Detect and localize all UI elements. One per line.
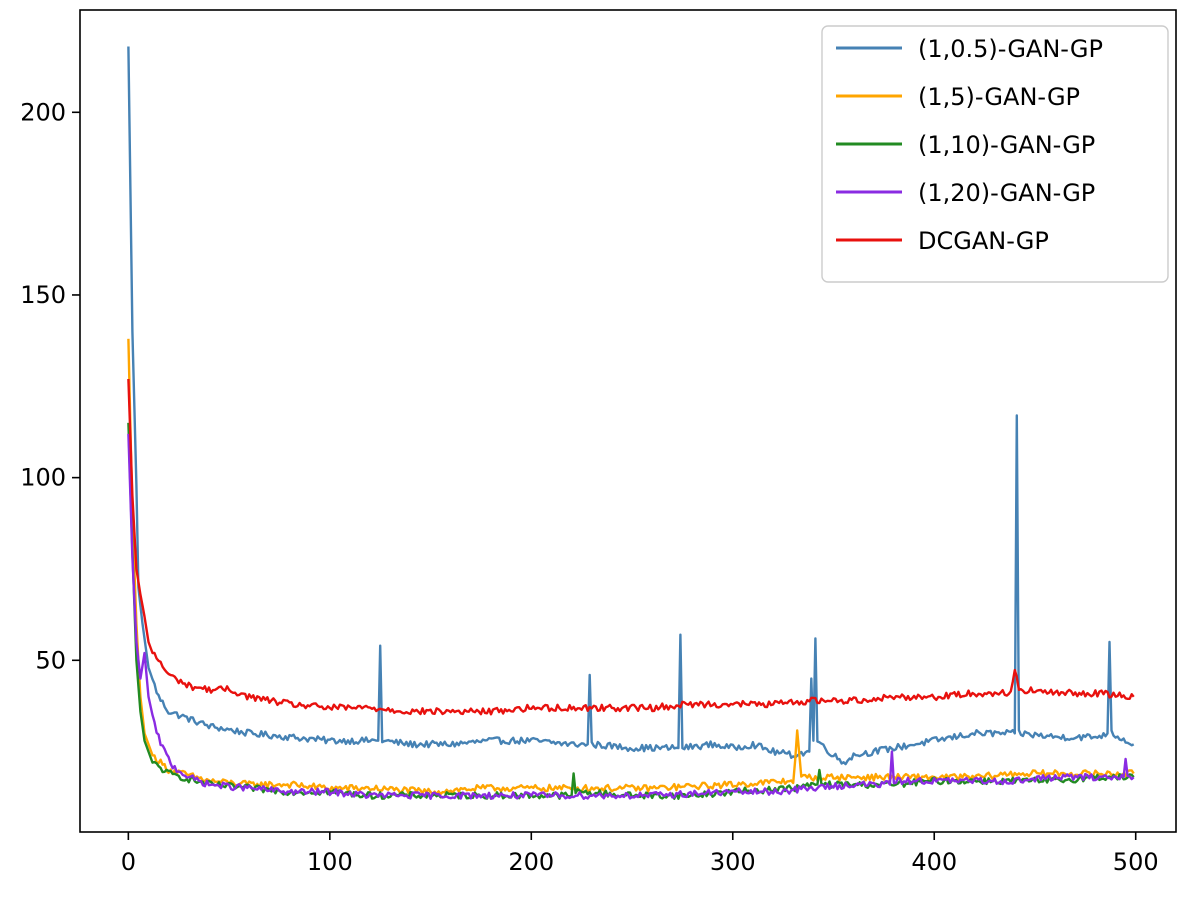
legend-box	[821, 25, 1169, 283]
series-layer	[127, 46, 1135, 800]
series-line-1-5-gan-gp	[127, 338, 1135, 796]
x-tick-label: 0	[121, 848, 136, 876]
series-line-dcgan-gp	[127, 378, 1135, 716]
y-axis-ticks: 50 100 150 200	[20, 98, 80, 674]
y-tick-label: 150	[20, 281, 66, 309]
x-tick-label: 200	[508, 848, 554, 876]
y-tick-label: 100	[20, 464, 66, 492]
x-tick-label: 300	[710, 848, 756, 876]
legend-label: (1,20)-GAN-GP	[918, 179, 1095, 207]
y-tick-label: 50	[35, 646, 66, 674]
series-line-1-20-gan-gp	[127, 433, 1135, 800]
legend: (1,0.5)-GAN-GP (1,5)-GAN-GP (1,10)-GAN-GP (…	[821, 25, 1169, 283]
x-tick-label: 500	[1113, 848, 1159, 876]
plot-frame	[79, 9, 1177, 833]
series-line-1-0-5-gan-gp	[127, 46, 1135, 766]
x-tick-label: 100	[307, 848, 353, 876]
legend-label: (1,10)-GAN-GP	[918, 131, 1095, 159]
x-tick-label: 400	[911, 848, 957, 876]
legend-label: DCGAN-GP	[918, 227, 1049, 255]
series-line-1-10-gan-gp	[127, 422, 1135, 800]
y-tick-label: 200	[20, 98, 66, 126]
x-axis-ticks: 0 100 200 300 400 500	[121, 832, 1159, 876]
legend-label: (1,0.5)-GAN-GP	[918, 35, 1103, 63]
legend-label: (1,5)-GAN-GP	[918, 83, 1080, 111]
